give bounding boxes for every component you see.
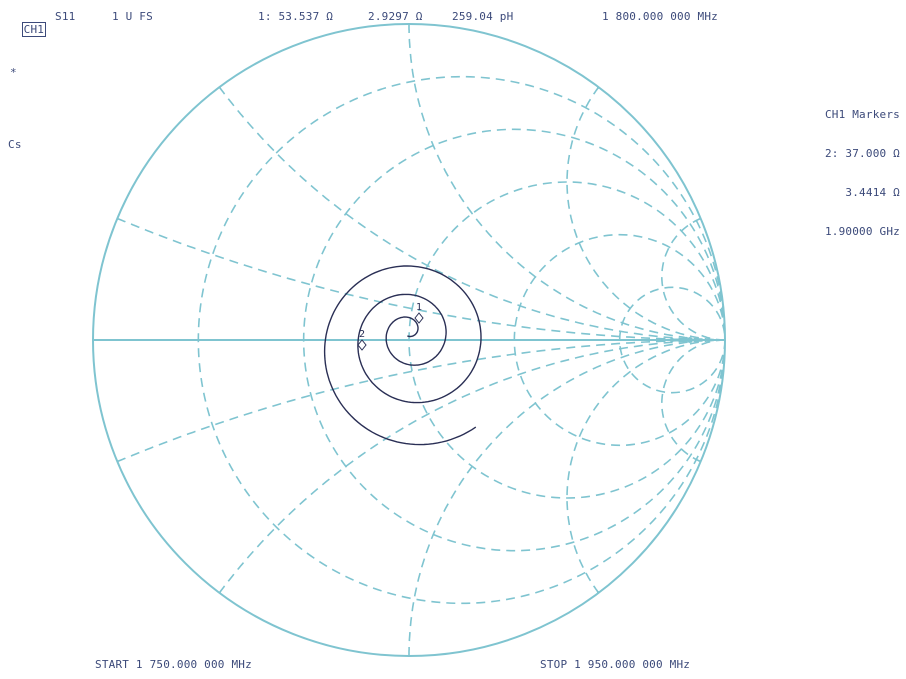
reactance-arc-0.5 bbox=[218, 86, 725, 341]
endpoint-dot bbox=[687, 337, 693, 343]
endpoint-dot bbox=[669, 337, 675, 343]
endpoint-dot bbox=[661, 337, 667, 343]
marker2-reactance: 3.4414 Ω bbox=[845, 186, 900, 199]
marker-readout: 1: 53.537 Ω bbox=[258, 10, 334, 23]
markers-panel: CH1 Markers 2: 37.000 Ω 3.4414 Ω 1.90000… bbox=[825, 82, 900, 251]
frequency-readout: 1 800.000 000 MHz bbox=[602, 10, 718, 23]
cal-annotation: Cs bbox=[8, 138, 22, 151]
reactance-arc--0.2 bbox=[116, 339, 725, 463]
s11-trace-line bbox=[323, 265, 482, 446]
s11-trace bbox=[323, 265, 482, 446]
marker-1: 1 bbox=[414, 302, 424, 324]
start-frequency: START 1 750.000 000 MHz bbox=[95, 658, 252, 671]
reactance-arc--0.5 bbox=[218, 339, 725, 594]
channel-label: CH1 bbox=[21, 22, 47, 37]
scale-label: 1 U FS bbox=[112, 10, 153, 23]
marker-2-symbol bbox=[357, 339, 367, 351]
inductance-readout: 259.04 pH bbox=[452, 10, 514, 23]
marker-2-label: 2 bbox=[359, 329, 365, 340]
markers-panel-title: CH1 Markers bbox=[824, 108, 900, 121]
marker2-resistance: 2: 37.000 Ω bbox=[824, 147, 900, 160]
star-annotation: * bbox=[10, 66, 17, 79]
marker-2: 2 bbox=[357, 329, 367, 351]
reactance-arc--1 bbox=[408, 339, 725, 656]
marker2-frequency: 1.90000 GHz bbox=[824, 225, 900, 238]
outer-circle bbox=[92, 23, 726, 657]
smith-grid bbox=[92, 23, 726, 657]
reactance-arc-2 bbox=[566, 86, 725, 341]
reactance-arc--2 bbox=[566, 339, 725, 594]
stop-frequency: STOP 1 950.000 000 MHz bbox=[540, 658, 691, 671]
reactance-readout: 2.9297 Ω bbox=[368, 10, 423, 23]
reactance-arc-1 bbox=[408, 24, 725, 341]
marker-1-symbol bbox=[414, 312, 424, 324]
parameter-label: S11 bbox=[55, 10, 76, 23]
marker-labels: 12 bbox=[357, 302, 424, 351]
channel-indicator[interactable]: CH1 bbox=[8, 10, 47, 37]
marker-1-label: 1 bbox=[416, 302, 422, 313]
